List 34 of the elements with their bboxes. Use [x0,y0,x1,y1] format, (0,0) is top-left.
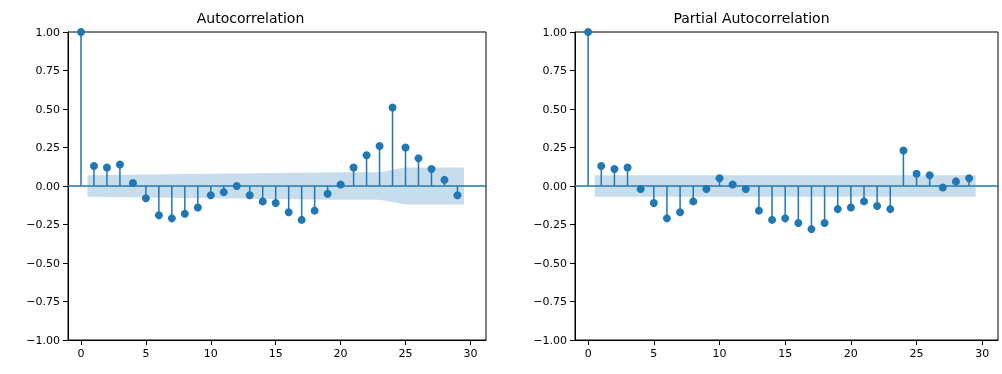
y-tick-label: −0.50 [533,256,567,270]
y-tick-label: 0.00 [542,179,567,193]
y-tick-label: 0.50 [542,102,567,116]
y-tick-label: 1.00 [542,25,567,39]
y-tick-label: 0.50 [35,102,60,116]
chart-title: Partial Autocorrelation [673,10,830,26]
y-tick-label: −1.00 [533,333,567,347]
y-tick-label: −0.25 [26,218,60,231]
chart-title: Autocorrelation [196,10,305,26]
y-tick-label: 0.25 [35,141,60,154]
y-tick-label: 0.75 [542,64,567,77]
y-tick-label: −0.75 [26,295,60,308]
x-tick-label: 5 [650,347,658,360]
y-tick-label: −0.75 [533,295,567,308]
x-tick-label: 30 [975,347,990,360]
x-tick-label: 30 [463,347,478,360]
x-tick-label: 15 [268,347,283,360]
y-tick-label: 1.00 [35,25,60,39]
y-tick-label: −0.50 [26,256,60,270]
x-tick-label: 10 [712,347,727,360]
x-tick-label: 10 [203,347,218,360]
y-tick-label: −0.25 [533,218,567,231]
y-tick-label: −1.00 [26,333,60,347]
y-tick-label: 0.75 [35,64,60,77]
x-tick-label: 0 [584,347,592,360]
x-tick-label: 25 [909,347,924,360]
y-tick-label: 0.00 [35,179,60,193]
x-tick-label: 5 [142,347,150,360]
y-tick-label: 0.25 [542,141,567,154]
x-tick-label: 25 [398,347,413,360]
x-tick-label: 15 [778,347,793,360]
x-tick-label: 0 [77,347,85,360]
x-tick-label: 20 [333,347,348,360]
x-tick-label: 20 [843,347,858,360]
